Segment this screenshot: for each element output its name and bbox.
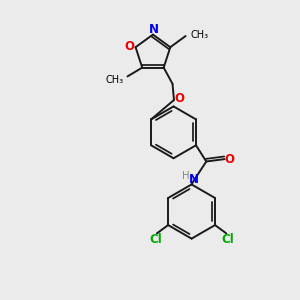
Text: O: O	[174, 92, 184, 105]
Text: Cl: Cl	[149, 233, 162, 246]
Text: O: O	[225, 153, 235, 166]
Text: CH₃: CH₃	[191, 29, 209, 40]
Text: Cl: Cl	[221, 233, 234, 246]
Text: CH₃: CH₃	[106, 75, 124, 85]
Text: H: H	[182, 171, 189, 181]
Text: O: O	[125, 40, 135, 53]
Text: N: N	[189, 173, 199, 186]
Text: N: N	[148, 23, 158, 36]
